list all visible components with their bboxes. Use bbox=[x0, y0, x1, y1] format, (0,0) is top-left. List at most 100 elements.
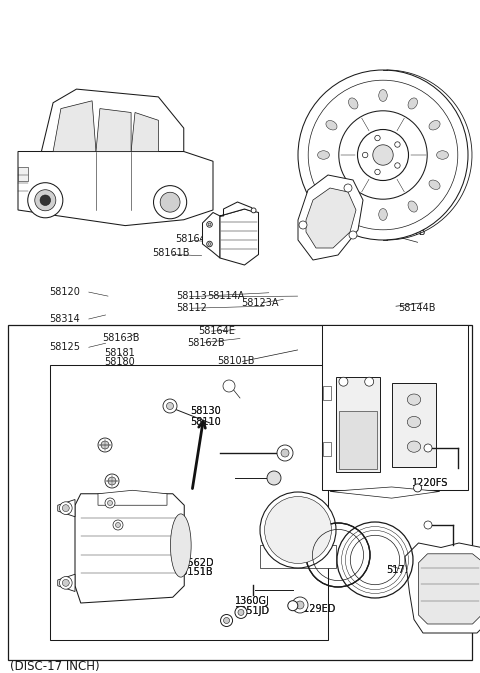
Ellipse shape bbox=[379, 209, 387, 221]
Polygon shape bbox=[298, 175, 363, 260]
Text: 58164E: 58164E bbox=[198, 326, 235, 336]
Ellipse shape bbox=[348, 201, 358, 212]
Circle shape bbox=[424, 444, 432, 452]
Polygon shape bbox=[220, 202, 255, 216]
Circle shape bbox=[101, 441, 109, 449]
Text: 58131: 58131 bbox=[375, 137, 406, 146]
Ellipse shape bbox=[436, 151, 448, 160]
Bar bbox=[50, 365, 328, 640]
Text: 58161B: 58161B bbox=[153, 248, 190, 258]
Circle shape bbox=[224, 618, 229, 623]
Ellipse shape bbox=[326, 120, 337, 130]
Ellipse shape bbox=[348, 98, 358, 109]
Circle shape bbox=[349, 231, 357, 239]
Circle shape bbox=[395, 163, 400, 168]
Circle shape bbox=[207, 221, 212, 227]
Text: 58162B: 58162B bbox=[187, 339, 225, 348]
Polygon shape bbox=[392, 383, 436, 467]
Text: 1220FS: 1220FS bbox=[412, 479, 448, 488]
Polygon shape bbox=[306, 188, 356, 248]
Circle shape bbox=[251, 208, 256, 213]
Circle shape bbox=[358, 129, 408, 180]
Text: 58144B: 58144B bbox=[398, 303, 436, 312]
Circle shape bbox=[339, 111, 427, 199]
Text: 1129ED: 1129ED bbox=[298, 604, 336, 614]
Polygon shape bbox=[98, 491, 167, 505]
Bar bbox=[339, 411, 377, 469]
Polygon shape bbox=[203, 213, 220, 258]
Circle shape bbox=[113, 520, 123, 530]
Text: 58112: 58112 bbox=[177, 304, 207, 313]
Text: 58110: 58110 bbox=[190, 417, 221, 427]
Text: 58163B: 58163B bbox=[102, 333, 139, 343]
Bar bbox=[322, 325, 468, 490]
Circle shape bbox=[40, 195, 50, 205]
Circle shape bbox=[373, 145, 393, 165]
Circle shape bbox=[339, 377, 348, 386]
Polygon shape bbox=[41, 89, 184, 151]
Text: 58120: 58120 bbox=[49, 287, 80, 297]
Ellipse shape bbox=[408, 201, 418, 212]
Ellipse shape bbox=[408, 98, 418, 109]
Circle shape bbox=[60, 577, 72, 589]
Polygon shape bbox=[53, 101, 96, 151]
Circle shape bbox=[105, 498, 115, 508]
Polygon shape bbox=[405, 543, 480, 633]
Polygon shape bbox=[336, 377, 380, 472]
Text: 1360GJ: 1360GJ bbox=[235, 596, 270, 606]
Bar bbox=[260, 545, 336, 568]
Text: 58180: 58180 bbox=[105, 357, 135, 367]
Circle shape bbox=[208, 242, 211, 246]
Polygon shape bbox=[419, 554, 480, 624]
Text: 58144B: 58144B bbox=[388, 227, 425, 237]
Circle shape bbox=[277, 445, 293, 461]
Polygon shape bbox=[18, 151, 213, 225]
Ellipse shape bbox=[429, 180, 440, 190]
Circle shape bbox=[28, 182, 63, 218]
Text: 58114A: 58114A bbox=[207, 291, 245, 301]
Polygon shape bbox=[58, 499, 75, 517]
Text: 58130: 58130 bbox=[190, 406, 221, 416]
Circle shape bbox=[108, 477, 116, 485]
Polygon shape bbox=[58, 574, 75, 592]
Circle shape bbox=[160, 192, 180, 212]
Text: 58101B: 58101B bbox=[217, 357, 254, 366]
Text: 58113: 58113 bbox=[177, 291, 207, 301]
Circle shape bbox=[221, 614, 232, 627]
Circle shape bbox=[108, 501, 112, 505]
Text: 1351JD: 1351JD bbox=[235, 606, 270, 616]
Circle shape bbox=[260, 492, 336, 568]
Circle shape bbox=[235, 606, 247, 618]
Bar bbox=[8, 325, 472, 660]
Polygon shape bbox=[330, 487, 440, 498]
Circle shape bbox=[281, 449, 289, 457]
Text: 1220FS: 1220FS bbox=[412, 479, 448, 488]
Ellipse shape bbox=[407, 441, 420, 452]
Ellipse shape bbox=[407, 417, 420, 427]
Ellipse shape bbox=[170, 514, 191, 577]
Circle shape bbox=[116, 522, 120, 528]
Text: 51712: 51712 bbox=[386, 565, 418, 575]
Circle shape bbox=[208, 223, 211, 226]
Circle shape bbox=[207, 241, 212, 247]
Ellipse shape bbox=[407, 394, 420, 405]
Circle shape bbox=[299, 221, 307, 229]
Text: 58181: 58181 bbox=[105, 348, 135, 357]
Circle shape bbox=[163, 399, 177, 413]
Text: 58130: 58130 bbox=[190, 406, 221, 416]
Circle shape bbox=[238, 610, 244, 615]
Polygon shape bbox=[18, 167, 28, 181]
Circle shape bbox=[298, 70, 468, 240]
Bar bbox=[324, 442, 331, 456]
Circle shape bbox=[292, 597, 308, 613]
Polygon shape bbox=[75, 494, 184, 603]
Text: 54562D: 54562D bbox=[175, 558, 214, 567]
Polygon shape bbox=[220, 209, 259, 265]
Circle shape bbox=[424, 521, 432, 529]
Circle shape bbox=[395, 142, 400, 147]
Text: 51712: 51712 bbox=[386, 565, 418, 575]
Text: 1351JD: 1351JD bbox=[235, 606, 270, 616]
Ellipse shape bbox=[267, 471, 281, 485]
Circle shape bbox=[154, 186, 187, 219]
Polygon shape bbox=[96, 108, 131, 151]
